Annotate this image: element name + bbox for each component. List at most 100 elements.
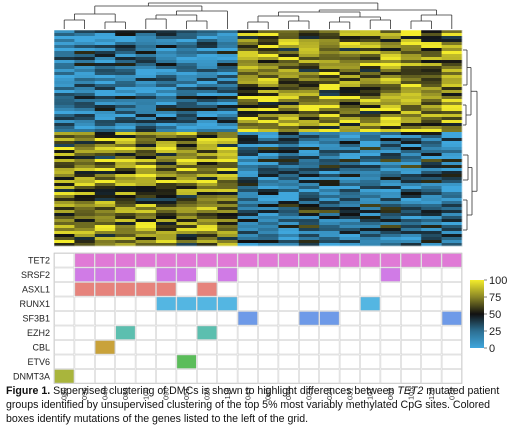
heatmap-cell (74, 138, 96, 142)
heatmap-cell (94, 222, 116, 226)
heatmap-cell (217, 207, 238, 211)
heatmap-cell (380, 45, 402, 49)
heatmap-cell (156, 132, 177, 136)
heatmap-cell (339, 201, 361, 205)
heatmap-cell (421, 177, 442, 181)
heatmap-cell (115, 210, 136, 214)
heatmap-cell (135, 93, 157, 97)
heatmap-cell (298, 213, 320, 217)
mutation-cell-filled (115, 282, 136, 297)
heatmap-cell (441, 204, 463, 208)
mutation-cell-filled (319, 253, 340, 268)
heatmap-cell (217, 204, 238, 208)
mutation-cell-empty (339, 340, 360, 355)
heatmap-cell (135, 174, 157, 178)
heatmap-cell (94, 183, 116, 187)
mutation-cell-empty (278, 340, 299, 355)
mutation-cell-empty (441, 354, 462, 369)
mutation-cell-empty (156, 311, 177, 326)
heatmap-cell (380, 114, 402, 118)
heatmap-cell (74, 159, 96, 163)
heatmap-cell (319, 225, 340, 229)
heatmap-cell (74, 180, 96, 184)
heatmap-cell (380, 111, 402, 115)
heatmap-cell (156, 129, 177, 133)
heatmap-cell (156, 123, 177, 127)
heatmap-cell (421, 33, 442, 37)
heatmap-cell (74, 66, 96, 70)
heatmap-cell (278, 90, 300, 94)
heatmap-cell (339, 111, 361, 115)
heatmap-cell (278, 99, 300, 103)
heatmap-cell (54, 171, 75, 175)
heatmap-cell (135, 210, 157, 214)
heatmap-cell (237, 171, 259, 175)
heatmap-cell (115, 144, 136, 148)
heatmap-cell (380, 183, 402, 187)
heatmap-cell (380, 96, 402, 100)
heatmap-cell (176, 102, 198, 106)
heatmap-cell (115, 81, 136, 85)
heatmap-cell (360, 177, 381, 181)
heatmap-cell (441, 45, 463, 49)
heatmap-cell (156, 240, 177, 244)
heatmap-cell (217, 39, 238, 43)
heatmap-cell (380, 69, 402, 73)
heatmap-cell (156, 66, 177, 70)
heatmap-cell (380, 174, 402, 178)
mutation-cell-empty (421, 296, 442, 311)
heatmap-cell (258, 135, 279, 139)
heatmap-cell (196, 162, 218, 166)
heatmap-cell (196, 66, 218, 70)
heatmap-cell (196, 240, 218, 244)
heatmap-cell (421, 57, 442, 61)
heatmap-cell (156, 108, 177, 112)
mutation-cell-filled (176, 354, 197, 369)
heatmap-cell (217, 105, 238, 109)
heatmap-cell (339, 243, 361, 247)
heatmap-cell (441, 138, 463, 142)
heatmap-cell (339, 99, 361, 103)
heatmap-cell (339, 213, 361, 217)
heatmap-cell (217, 234, 238, 238)
mutation-cell-filled (319, 311, 340, 326)
heatmap-cell (339, 240, 361, 244)
heatmap-cell (400, 222, 422, 226)
heatmap-cell (278, 174, 300, 178)
heatmap-cell (74, 126, 96, 130)
mutation-cell-empty (319, 325, 340, 340)
heatmap-cell (339, 69, 361, 73)
mutation-cell-empty (54, 311, 75, 326)
heatmap-cell (339, 57, 361, 61)
mutation-cell-empty (360, 354, 381, 369)
heatmap-cell (176, 180, 198, 184)
heatmap-cell (176, 111, 198, 115)
heatmap-cell (400, 201, 422, 205)
heatmap-cell (360, 90, 381, 94)
heatmap-cell (94, 186, 116, 190)
heatmap-cell (217, 132, 238, 136)
heatmap-cell (94, 126, 116, 130)
mutation-cell-empty (156, 325, 177, 340)
mutation-cell-empty (278, 267, 299, 282)
heatmap-cell (237, 129, 259, 133)
heatmap-cell (319, 144, 340, 148)
heatmap-cell (115, 39, 136, 43)
heatmap-cell (176, 192, 198, 196)
heatmap-cell (217, 159, 238, 163)
heatmap-cell (94, 213, 116, 217)
heatmap-cell (380, 57, 402, 61)
heatmap-cell (74, 99, 96, 103)
heatmap-cell (54, 150, 75, 154)
mutation-cell-empty (441, 325, 462, 340)
heatmap-cell (135, 66, 157, 70)
heatmap-cell (421, 63, 442, 67)
heatmap-cell (360, 108, 381, 112)
mutation-cell-empty (115, 340, 136, 355)
heatmap-cell (298, 123, 320, 127)
heatmap-cell (217, 177, 238, 181)
heatmap-cell (360, 210, 381, 214)
heatmap-cell (115, 54, 136, 58)
heatmap-cell (54, 108, 75, 112)
heatmap-cell (54, 165, 75, 169)
